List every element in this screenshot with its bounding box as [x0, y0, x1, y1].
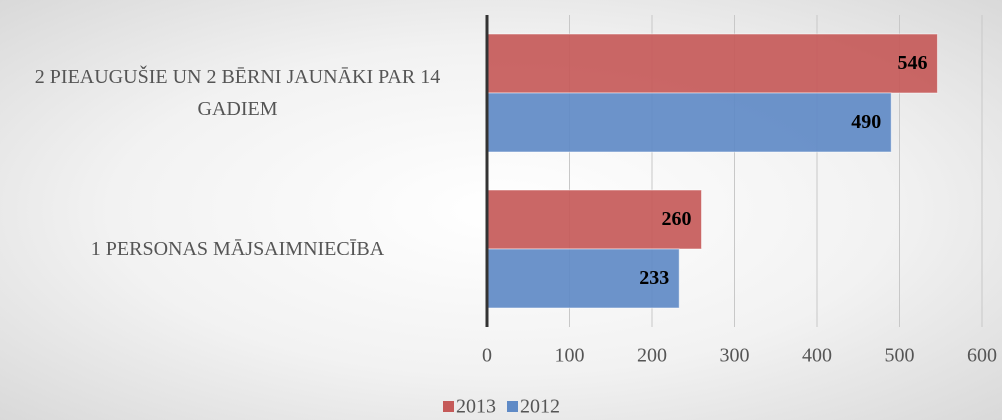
- x-tick-label: 100: [555, 345, 585, 367]
- x-tick-label: 0: [482, 345, 492, 367]
- data-label: 490: [851, 111, 881, 133]
- x-tick-label: 500: [885, 345, 915, 367]
- data-label: 546: [897, 52, 927, 74]
- x-tick-label: 200: [637, 345, 667, 367]
- data-label: 233: [639, 267, 669, 289]
- y-tick-label: 1 PERSONAS MĀJSAIMNIECĪBA: [90, 238, 385, 260]
- x-tick-label: 400: [802, 345, 832, 367]
- legend-swatch: [507, 401, 518, 412]
- legend-swatch: [443, 401, 454, 412]
- x-tick-label: 300: [720, 345, 750, 367]
- data-label: 260: [662, 208, 692, 230]
- bar: [486, 248, 680, 309]
- legend-label: 2012: [520, 396, 560, 418]
- bar: [486, 33, 938, 94]
- y-tick-label: 2 PIEAUGUŠIE UN 2 BĒRNI JAUNĀKI PAR 14 G…: [34, 66, 441, 120]
- x-tick-label: 600: [967, 345, 997, 367]
- bar: [486, 92, 892, 153]
- legend-label: 2013: [456, 396, 496, 418]
